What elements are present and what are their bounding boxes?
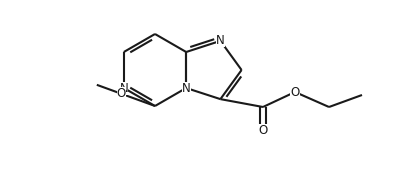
Text: O: O (117, 87, 126, 100)
Text: O: O (290, 86, 299, 98)
Text: O: O (258, 123, 268, 137)
Text: N: N (182, 81, 191, 95)
Text: O: O (290, 86, 299, 98)
Text: N: N (119, 81, 128, 95)
Text: N: N (216, 34, 225, 47)
